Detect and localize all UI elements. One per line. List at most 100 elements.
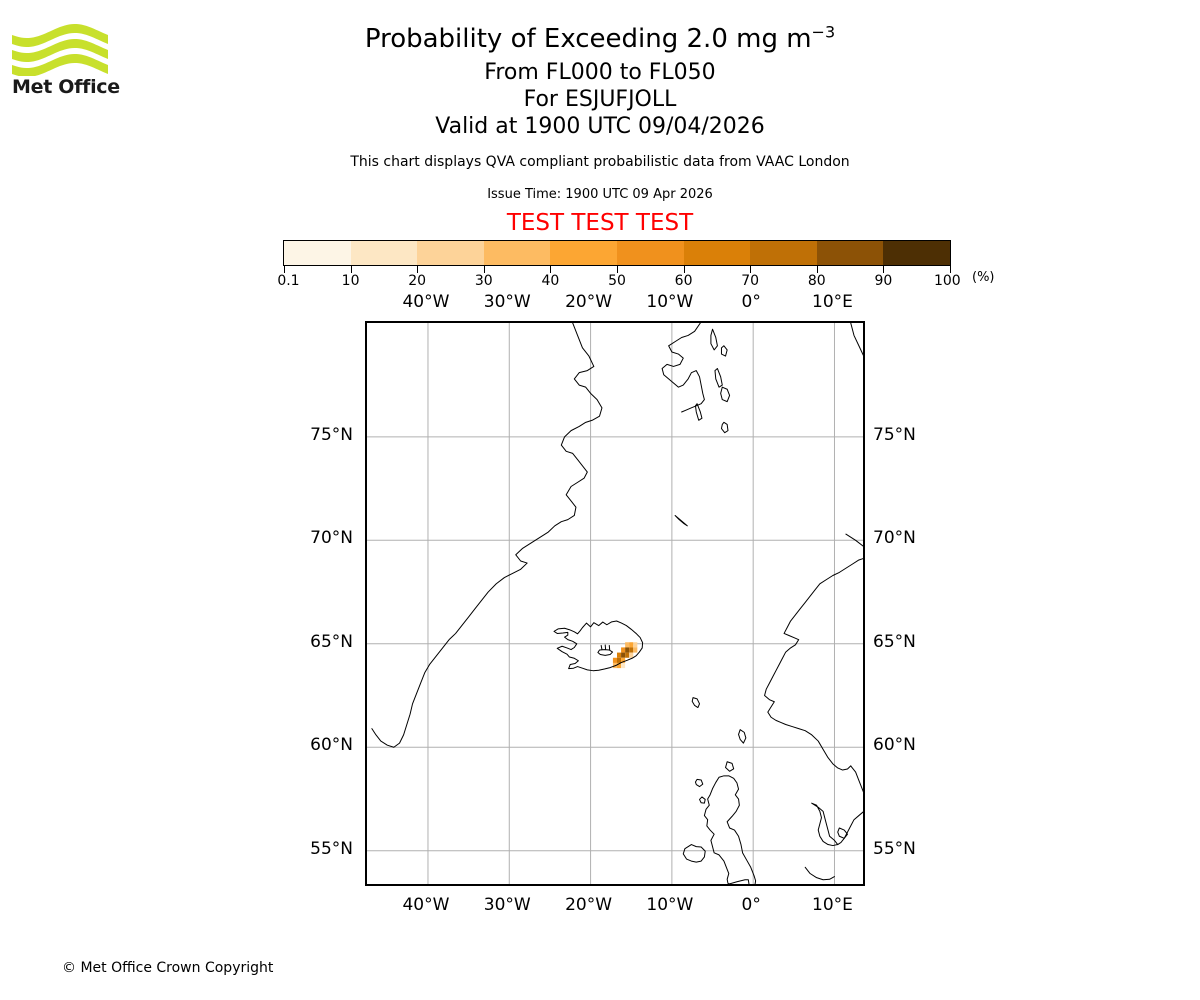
coastline-north-sea-corner	[804, 866, 835, 881]
colorbar-label-70: 70	[741, 273, 760, 289]
page-title: Probability of Exceeding 2.0 mg m−3	[0, 24, 1200, 54]
colorbar-label-90: 90	[874, 273, 893, 289]
lat-label-right-0: 55°N	[873, 838, 916, 859]
coastline-svalbard-edgeoya	[720, 386, 731, 403]
colorbar-label-0.1: 0.1	[277, 273, 300, 289]
lat-label-left-1: 60°N	[310, 735, 353, 756]
lon-label-bottom-3: 10°W	[646, 895, 694, 915]
ash-cell	[625, 652, 630, 658]
coastline-svalbard-spitsbergen	[661, 323, 705, 413]
colorbar-tick-4	[550, 266, 552, 273]
ash-cell	[629, 642, 634, 648]
colorbar-label-40: 40	[541, 273, 560, 289]
coastline-denmark-jutland	[811, 802, 839, 847]
ash-cell	[612, 657, 617, 663]
coastline-denmark-islands	[837, 827, 848, 839]
ash-cell	[621, 652, 626, 658]
coastline-ireland-north	[682, 844, 706, 863]
colorbar-tick-8	[816, 266, 818, 273]
met-office-waves-icon	[12, 24, 108, 76]
lon-label-top-3: 10°W	[646, 292, 694, 312]
probability-colorbar: 0.1 10 20 30 40 50 60 70 80 90 100	[277, 240, 961, 291]
colorbar-tick-9	[883, 266, 885, 273]
colorbar-label-100: 100	[933, 273, 961, 289]
colorbar-unit-label: (%)	[972, 270, 995, 285]
ash-cell	[621, 662, 626, 669]
valid-time-subtitle: Valid at 1900 UTC 09/04/2026	[435, 113, 765, 139]
colorbar-tick-6	[683, 266, 685, 273]
colorbar-label-50: 50	[608, 273, 626, 289]
colorbar-segment-3	[483, 241, 551, 265]
colorbar-label-10: 10	[341, 273, 360, 289]
colorbar-segment-5	[616, 241, 684, 265]
coastline-shetland	[738, 729, 747, 744]
ash-cell	[621, 647, 626, 653]
coastline-bear-island	[720, 421, 729, 434]
page-title-exponent: −3	[811, 22, 836, 42]
coastline-greenland-east	[371, 323, 603, 748]
test-banner: TEST TEST TEST	[506, 210, 694, 237]
ash-cell	[617, 662, 622, 669]
colorbar-gradient	[283, 240, 951, 266]
ash-probability-cells	[612, 642, 638, 669]
lon-label-bottom-2: 20°W	[565, 895, 613, 915]
colorbar-tick-2	[417, 266, 419, 273]
volcano-subtitle: For ESJUFJOLL	[523, 86, 677, 112]
coastline-kola-top	[850, 323, 863, 356]
met-office-wordmark: Met Office	[12, 76, 120, 98]
coastline-hebrides	[694, 778, 704, 788]
coastline-svalbard-north-islands	[710, 328, 718, 351]
colorbar-ticks	[283, 266, 951, 273]
ash-cell	[625, 647, 630, 653]
coastline-faroe-islands	[691, 697, 701, 709]
lon-label-bottom-1: 30°W	[483, 895, 531, 915]
lat-label-right-2: 65°N	[873, 631, 916, 652]
coastline-norway	[764, 533, 863, 771]
colorbar-label-80: 80	[807, 273, 826, 289]
colorbar-tick-0	[284, 266, 285, 273]
map-panel	[365, 321, 865, 886]
map-canvas	[367, 323, 863, 884]
qva-note: This chart displays QVA compliant probab…	[350, 154, 850, 171]
coastline-svalbard-small-island	[720, 345, 728, 357]
lon-label-top-4: 0°	[741, 292, 761, 312]
coastline-svalbard-strip	[694, 403, 703, 421]
coastline-iceland	[553, 620, 644, 672]
colorbar-tick-10	[950, 266, 951, 273]
coastline-great-britain	[703, 775, 757, 884]
ash-cell	[617, 657, 622, 663]
colorbar-segment-0	[284, 241, 351, 265]
lat-label-left-0: 55°N	[310, 838, 353, 859]
lon-label-top-5: 10°E	[812, 292, 853, 312]
coastline-iceland-glacier-tick-1	[600, 644, 603, 651]
ash-cell	[621, 657, 626, 663]
title-block: Probability of Exceeding 2.0 mg m−3 From…	[0, 0, 1200, 237]
ash-cell	[633, 642, 638, 648]
lat-label-right-4: 75°N	[873, 424, 916, 445]
lon-label-top-0: 40°W	[402, 292, 450, 312]
coastline-svalbard-elongated	[714, 368, 723, 388]
coastlines	[371, 323, 863, 884]
ash-cell	[629, 652, 634, 658]
lat-label-right-1: 60°N	[873, 735, 916, 756]
ash-cell	[617, 652, 622, 658]
map-frame	[365, 321, 865, 886]
page-title-text: Probability of Exceeding 2.0 mg m	[364, 24, 812, 54]
map-gridlines	[367, 323, 863, 884]
coastline-orkney	[725, 761, 735, 772]
lon-label-top-1: 30°W	[483, 292, 531, 312]
colorbar-tick-1	[350, 266, 352, 273]
colorbar-segment-8	[816, 241, 884, 265]
met-office-logo: Met Office	[12, 18, 124, 114]
colorbar-segment-1	[350, 241, 418, 265]
flight-level-subtitle: From FL000 to FL050	[484, 60, 716, 85]
colorbar-segment-7	[750, 241, 817, 265]
lat-label-right-3: 70°N	[873, 528, 916, 549]
colorbar-label-60: 60	[674, 273, 693, 289]
coastline-jan-mayen	[674, 514, 688, 527]
lon-label-bottom-4: 0°	[741, 895, 761, 915]
coastline-skye	[699, 796, 706, 804]
lat-label-left-2: 65°N	[310, 631, 353, 652]
lat-label-left-4: 75°N	[310, 424, 353, 445]
ash-cell	[629, 647, 634, 653]
